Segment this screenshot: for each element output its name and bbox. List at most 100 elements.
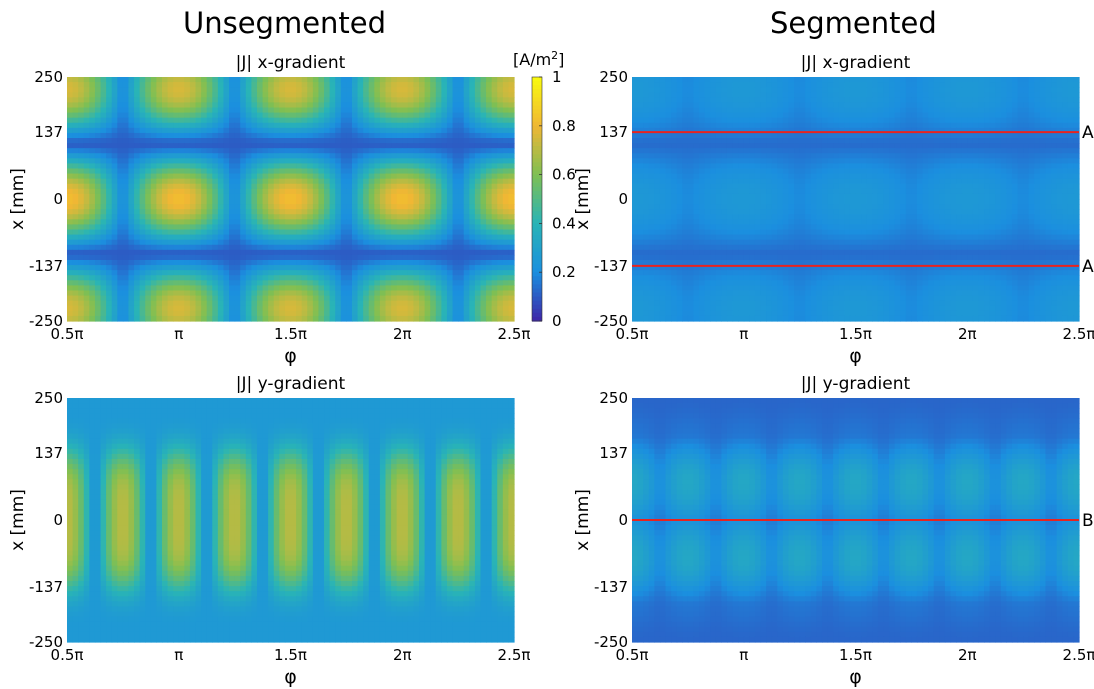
heatmap-cell: [346, 77, 353, 83]
colorbar-segment: [532, 142, 542, 147]
heatmap-cell: [245, 112, 252, 119]
heatmap-cell: [396, 290, 403, 297]
heatmap-cell: [480, 168, 487, 175]
heatmap-cell: [100, 77, 107, 83]
heatmap-cell: [491, 112, 498, 119]
heatmap-cell: [407, 209, 415, 215]
heatmap-cell: [161, 178, 169, 185]
heatmap-cell: [229, 92, 236, 98]
heatmap-cell: [234, 265, 241, 271]
heatmap-cell: [206, 305, 213, 312]
heatmap-cell: [150, 244, 157, 251]
heatmap-cell: [760, 132, 767, 139]
heatmap-cell: [413, 285, 420, 292]
heatmap-cell: [346, 117, 353, 124]
heatmap-cell: [458, 285, 465, 292]
heatmap-cell: [452, 249, 459, 256]
heatmap-cell: [201, 87, 208, 93]
heatmap-cell: [424, 127, 431, 134]
heatmap-cell: [900, 127, 907, 134]
heatmap-cell: [173, 254, 180, 261]
heatmap-cell: [312, 270, 320, 276]
heatmap-cell: [978, 138, 985, 144]
colorbar-tick-label: 0.4: [552, 214, 576, 232]
heatmap-cell: [441, 102, 448, 109]
heatmap-cell: [469, 143, 476, 149]
heatmap-cell: [268, 315, 275, 322]
heatmap-cell: [676, 127, 683, 134]
heatmap-cell: [94, 97, 102, 104]
heatmap-cell: [78, 270, 85, 276]
heatmap-cell: [491, 315, 498, 322]
heatmap-cell: [632, 102, 639, 109]
heatmap-cell: [201, 158, 208, 165]
heatmap-cell: [346, 315, 353, 322]
heatmap-cell: [301, 117, 308, 124]
heatmap-cell: [307, 300, 314, 307]
heatmap-cell: [262, 290, 269, 297]
heatmap-cell: [984, 122, 991, 129]
heatmap-cell: [1028, 92, 1035, 98]
heatmap-cell: [290, 148, 297, 154]
heatmap-cell: [788, 77, 795, 83]
heatmap-cell: [738, 122, 745, 129]
heatmap-cell: [301, 92, 308, 98]
heatmap-cell: [346, 219, 353, 226]
heatmap-cell: [995, 87, 1002, 93]
heatmap-cell: [139, 249, 146, 256]
heatmap-cell: [877, 97, 885, 104]
heatmap-cell: [502, 132, 510, 139]
heatmap-cell: [659, 97, 667, 104]
heatmap-cell: [156, 254, 163, 261]
heatmap-cell: [83, 315, 90, 322]
colorbar-segment: [532, 113, 542, 119]
heatmap-cell: [1006, 82, 1013, 88]
heatmap-cell: [944, 102, 952, 109]
heatmap-cell: [458, 295, 465, 302]
heatmap-cell: [122, 77, 130, 83]
heatmap-cell: [128, 285, 135, 292]
heatmap-cell: [754, 82, 762, 88]
heatmap-cell: [195, 280, 202, 287]
heatmap-cell: [178, 295, 185, 302]
heatmap-cell: [351, 300, 359, 307]
heatmap-cell: [206, 163, 213, 170]
heatmap-cell: [189, 178, 197, 185]
heatmap-cell: [491, 77, 498, 83]
heatmap-cell: [351, 219, 359, 226]
heatmap-cell: [111, 305, 118, 312]
heatmap-cell: [441, 82, 448, 88]
heatmap-cell: [145, 122, 152, 129]
heatmap-cell: [145, 239, 152, 246]
heatmap-cell: [212, 173, 219, 180]
heatmap-cell: [329, 77, 336, 83]
heatmap-cell: [419, 305, 426, 312]
heatmap-cell: [229, 199, 236, 205]
heatmap-cell: [195, 112, 202, 119]
heatmap-cell: [738, 82, 745, 88]
heatmap-cell: [419, 300, 426, 307]
heatmap-cell: [106, 178, 113, 185]
heatmap-cell: [777, 107, 784, 114]
heatmap-cell: [161, 270, 169, 276]
heatmap-cell: [256, 254, 264, 261]
heatmap-cell: [379, 138, 387, 144]
heatmap-cell: [290, 285, 297, 292]
heatmap-cell: [307, 249, 314, 256]
heatmap-cell: [167, 138, 174, 144]
heatmap-cell: [94, 183, 102, 190]
heatmap-cell: [441, 193, 448, 200]
heatmap-cell: [441, 183, 448, 190]
heatmap-cell: [916, 87, 924, 93]
heatmap-cell: [933, 132, 940, 139]
heatmap-cell: [446, 270, 454, 276]
heatmap-cell: [217, 127, 225, 134]
heatmap-cell: [117, 239, 124, 246]
heatmap-cell: [262, 275, 269, 281]
heatmap-cell: [1028, 138, 1035, 144]
heatmap-cell: [430, 224, 437, 231]
heatmap-cell: [486, 117, 493, 124]
heatmap-cell: [844, 112, 851, 119]
heatmap-cell: [889, 97, 896, 104]
heatmap-cell: [396, 285, 403, 292]
